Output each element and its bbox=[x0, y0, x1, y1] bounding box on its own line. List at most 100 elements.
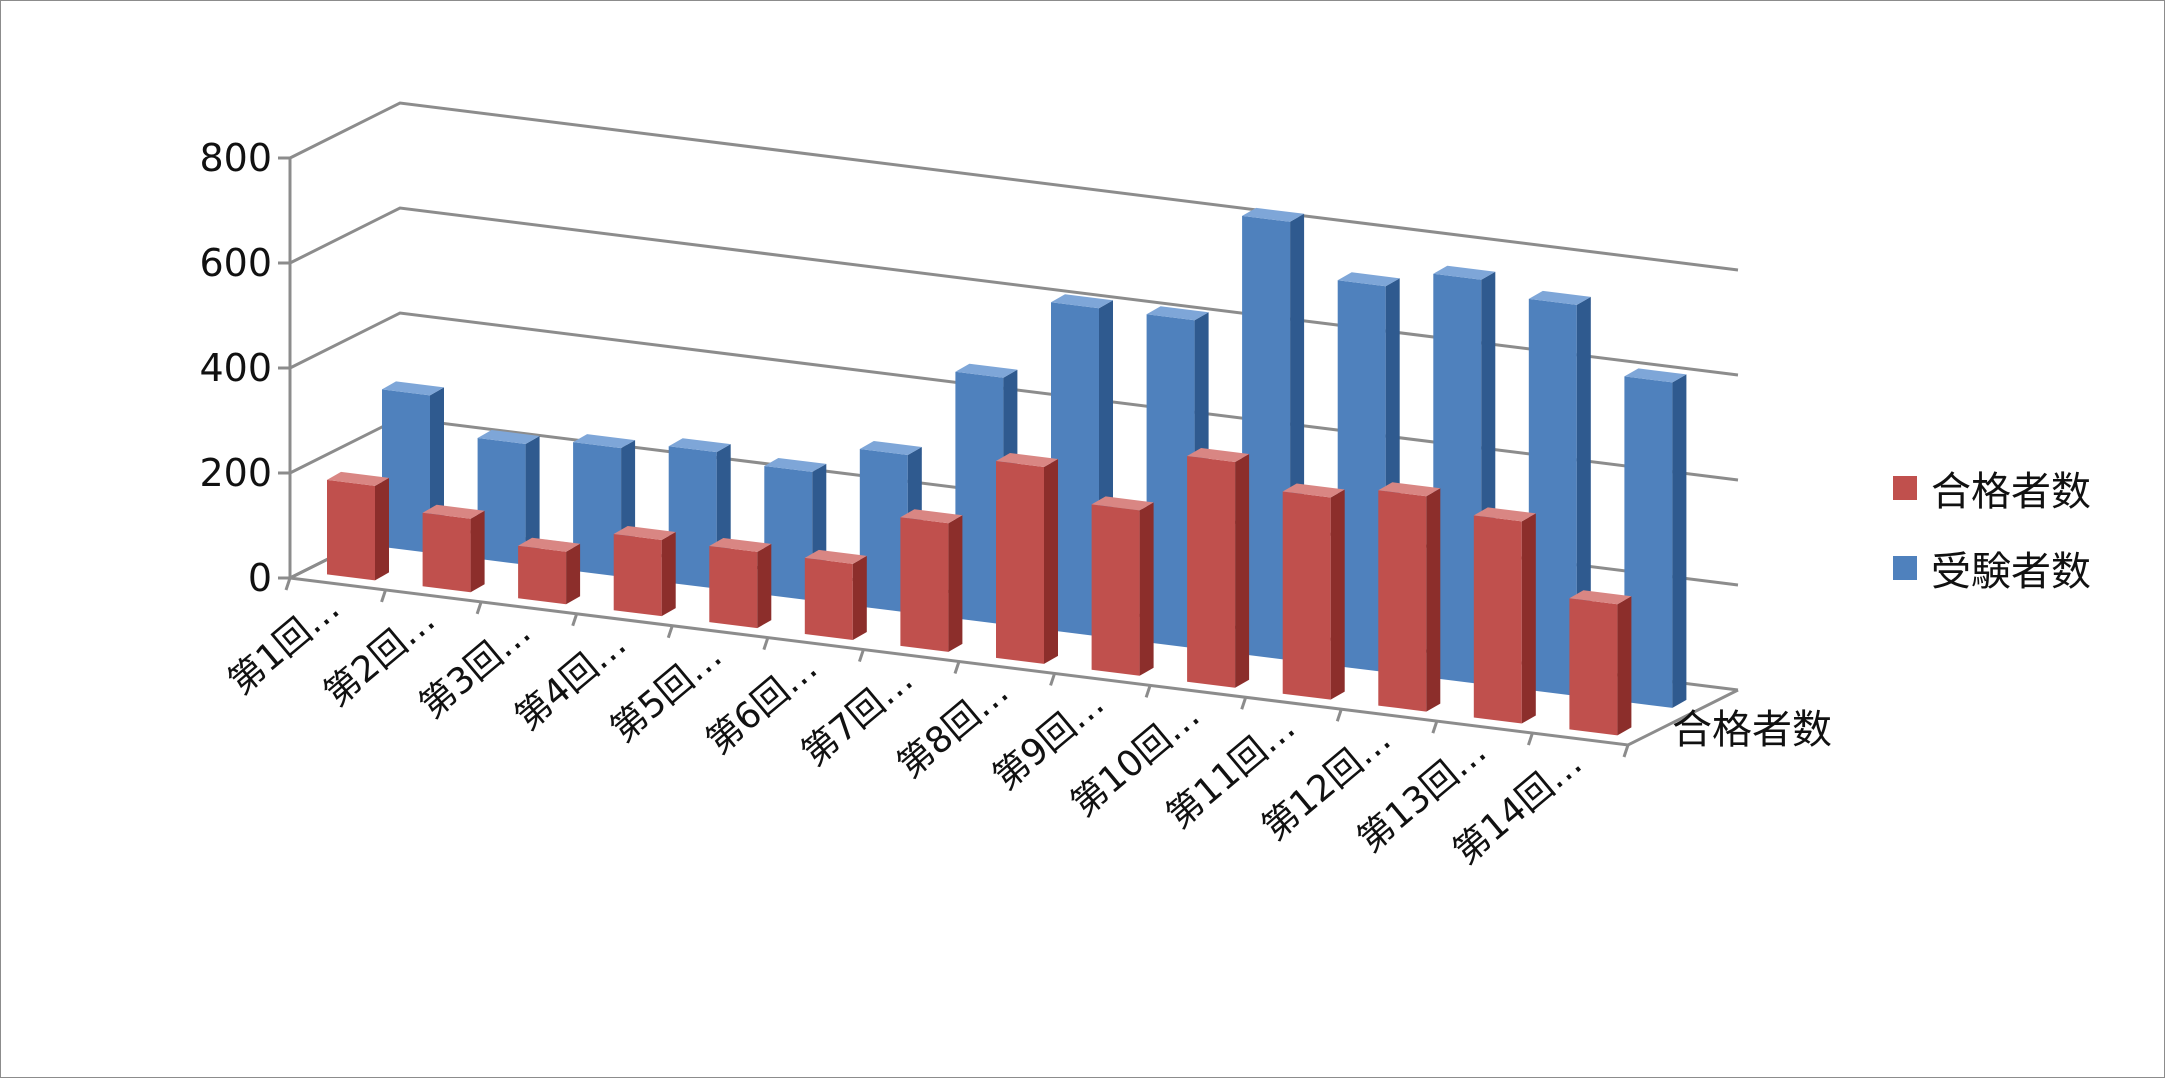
bar-series-1-4 bbox=[613, 526, 676, 617]
bar-series-1-4-top bbox=[613, 526, 676, 540]
bar-series-2-2-top bbox=[477, 430, 540, 444]
bar-series-2-11-front bbox=[1337, 280, 1386, 673]
bar-series-1-8-side bbox=[1044, 459, 1058, 664]
legend-item-pass: 合格者数 bbox=[1893, 464, 2153, 515]
y-tick-label-200: 200 bbox=[199, 451, 272, 495]
bar-series-2-13-top bbox=[1528, 290, 1591, 305]
bar-series-2-14 bbox=[1624, 368, 1687, 708]
bar-series-2-2-side bbox=[525, 436, 540, 565]
bar-series-1-5-top bbox=[709, 538, 772, 552]
y-tick-label-0: 0 bbox=[248, 556, 272, 600]
bar-series-1-11-front bbox=[1282, 491, 1331, 700]
bar-series-1-9-top bbox=[1091, 496, 1154, 511]
bar-series-1-3-side bbox=[566, 543, 581, 605]
bar-series-1-8 bbox=[996, 453, 1058, 664]
bar-series-1-12 bbox=[1378, 482, 1441, 712]
bar-series-1-13-top bbox=[1473, 507, 1536, 522]
bar-series-1-6-top bbox=[804, 549, 867, 564]
bar-series-1-3 bbox=[518, 537, 581, 605]
bar-series-1-1-top bbox=[327, 471, 389, 486]
bar-series-2-11-top bbox=[1337, 272, 1400, 287]
bar-series-2-9-top bbox=[1146, 306, 1209, 321]
bar-series-2-2 bbox=[477, 430, 540, 565]
bar-series-2-8-front bbox=[1051, 302, 1099, 637]
gridline-600 bbox=[289, 206, 1739, 377]
bar-series-1-4-side bbox=[661, 532, 676, 617]
bar-series-2-13-front bbox=[1528, 298, 1577, 696]
bar-series-1-9-side bbox=[1139, 502, 1154, 676]
bar-series-1-7-front bbox=[900, 517, 949, 652]
bar-series-1-12-front bbox=[1378, 490, 1427, 712]
x-tick-mark-4 bbox=[666, 625, 674, 639]
bar-series-2-1-top bbox=[382, 381, 444, 396]
bar-series-1-9-front bbox=[1091, 504, 1140, 676]
bar-series-1-9 bbox=[1091, 496, 1154, 676]
bar-series-1-14-top bbox=[1569, 590, 1632, 605]
bar-series-1-10 bbox=[1187, 448, 1250, 688]
x-tick-mark-5 bbox=[762, 637, 770, 651]
x-tick-mark-13 bbox=[1527, 732, 1534, 746]
bar-series-1-11-top bbox=[1282, 483, 1345, 498]
bar-series-2-5-top bbox=[764, 458, 827, 472]
bar-series-2-3-top bbox=[573, 434, 636, 449]
bar-series-2-6-front bbox=[859, 449, 908, 613]
bar-series-1-6 bbox=[804, 549, 867, 640]
bar-series-2-8-top bbox=[1051, 294, 1113, 309]
x-tick-mark-3 bbox=[571, 613, 579, 627]
bar-series-2-4-top bbox=[668, 438, 731, 453]
y-axis-ticks: 0 200 400 600 800 bbox=[199, 136, 290, 600]
bar-series-1-6-side bbox=[852, 555, 867, 640]
bar-series-1-10-side bbox=[1235, 454, 1250, 688]
bar-series-2-14-top bbox=[1624, 368, 1687, 383]
bar-series-1-5 bbox=[709, 538, 772, 629]
y-tick-label-400: 400 bbox=[199, 346, 272, 390]
gridline-800 bbox=[289, 101, 1739, 272]
bar-series-1-11-side bbox=[1330, 489, 1345, 700]
bar-series-2-6-top bbox=[859, 441, 922, 455]
bar-series-1-8-top bbox=[996, 453, 1058, 467]
bar-series-1-12-side bbox=[1426, 488, 1441, 712]
bar-series-1-1-side bbox=[375, 477, 389, 581]
bar-series-1-14-front bbox=[1569, 598, 1618, 736]
x-tick-mark-12 bbox=[1431, 720, 1439, 734]
bar-series-2-1-front bbox=[382, 389, 430, 553]
x-tick-mark-1 bbox=[380, 589, 387, 603]
bar-series-2-2-front bbox=[477, 438, 526, 565]
x-tick-mark-10 bbox=[1240, 696, 1248, 710]
y-tick-label-600: 600 bbox=[199, 241, 272, 285]
bar-series-1-7-top bbox=[900, 509, 963, 524]
bar-series-1-7-side bbox=[948, 515, 963, 652]
bar-series-1-2-side bbox=[470, 510, 485, 593]
bar-series-1-1-front bbox=[327, 479, 375, 581]
x-tick-mark-2 bbox=[475, 601, 483, 615]
bar-series-1-2-front bbox=[422, 512, 471, 593]
bar-series-1-7 bbox=[900, 509, 963, 652]
series-1-bars bbox=[327, 448, 1632, 736]
bar-series-2-7-front bbox=[955, 371, 1004, 625]
bar-series-1-5-front bbox=[709, 546, 758, 629]
bar-series-1-13 bbox=[1473, 507, 1536, 724]
x-tick-mark-6 bbox=[858, 649, 865, 663]
y-tick-label-800: 800 bbox=[199, 136, 272, 180]
bar-series-2-10-front bbox=[1242, 215, 1291, 661]
bar-series-1-14 bbox=[1569, 590, 1632, 736]
bar-series-2-10-top bbox=[1242, 207, 1305, 222]
bar-series-1-11 bbox=[1282, 483, 1345, 700]
legend-label-pass: 合格者数 bbox=[1931, 469, 2091, 515]
bar-series-1-2-top bbox=[422, 504, 485, 519]
x-tick-mark-7 bbox=[953, 661, 961, 674]
x-tick-mark-0 bbox=[284, 577, 292, 591]
legend-swatch-examinees bbox=[1893, 556, 1917, 580]
bar-series-1-13-side bbox=[1521, 513, 1536, 724]
bar-series-1-6-front bbox=[804, 557, 853, 640]
bar-series-2-12-front bbox=[1433, 273, 1482, 685]
bar-series-2-14-front bbox=[1624, 376, 1673, 708]
bar-series-1-14-side bbox=[1617, 596, 1632, 736]
x-tick-mark-9 bbox=[1144, 684, 1152, 698]
bar-series-1-3-top bbox=[518, 537, 581, 552]
bar-series-1-1 bbox=[327, 471, 389, 581]
bar-series-2-12-top bbox=[1433, 265, 1496, 280]
bar-series-2-9-front bbox=[1146, 314, 1195, 649]
x-tick-mark-8 bbox=[1049, 672, 1056, 686]
